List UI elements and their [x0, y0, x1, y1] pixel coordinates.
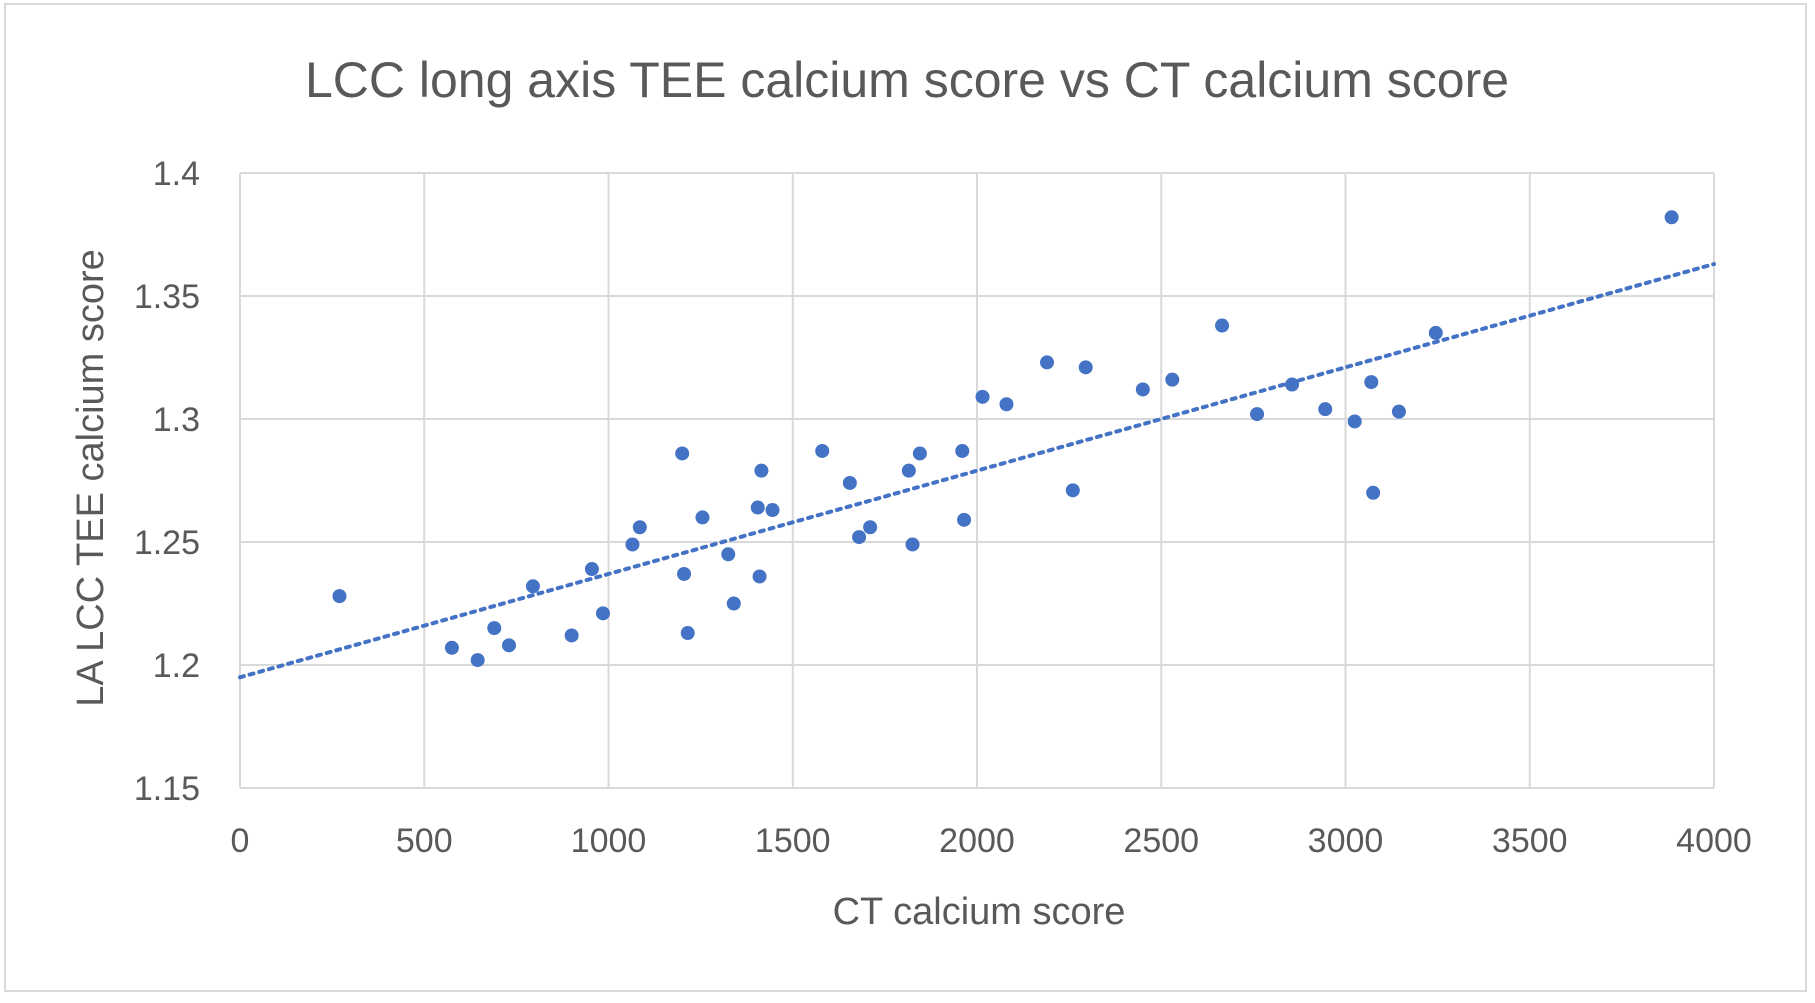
data-point: [444, 640, 459, 655]
x-axis-label: CT calcium score: [833, 891, 1126, 933]
data-point: [765, 503, 780, 518]
data-point: [726, 596, 741, 611]
data-point: [1078, 360, 1093, 375]
data-point: [901, 463, 916, 478]
trendline-group: [238, 262, 1716, 680]
data-point: [584, 562, 599, 577]
data-point: [1250, 407, 1265, 422]
data-point: [1165, 372, 1180, 387]
data-point: [754, 463, 769, 478]
y-axis-label: LA LCC TEE calcium score: [70, 249, 112, 707]
data-point: [1135, 382, 1150, 397]
data-point: [905, 537, 920, 552]
x-tick-label: 3000: [1308, 822, 1384, 860]
data-point: [955, 443, 970, 458]
data-point: [752, 569, 767, 584]
x-tick-label: 4000: [1676, 822, 1752, 860]
y-tick-label: 1.15: [134, 770, 200, 808]
data-point: [815, 443, 830, 458]
data-point: [1391, 404, 1406, 419]
data-point: [595, 606, 610, 621]
data-point: [1285, 377, 1300, 392]
data-point: [632, 520, 647, 535]
data-point: [842, 475, 857, 490]
data-point: [332, 589, 347, 604]
data-point: [721, 547, 736, 562]
data-point: [957, 512, 972, 527]
chart-title: LCC long axis TEE calcium score vs CT ca…: [305, 52, 1509, 108]
data-point: [750, 500, 765, 515]
data-point: [564, 628, 579, 643]
x-tick-label: 3500: [1492, 822, 1568, 860]
data-point: [487, 621, 502, 636]
x-tick-label: 1500: [755, 822, 831, 860]
data-point: [863, 520, 878, 535]
y-tick-label: 1.3: [153, 401, 200, 439]
y-tick-label: 1.4: [153, 155, 200, 193]
y-tick-label: 1.2: [153, 647, 200, 685]
data-point: [1065, 483, 1080, 498]
data-point: [1215, 318, 1230, 333]
data-point: [852, 530, 867, 545]
data-point: [1664, 210, 1679, 225]
data-point: [525, 579, 540, 594]
y-tick-label: 1.35: [134, 278, 200, 316]
data-point: [695, 510, 710, 525]
x-tick-label: 500: [396, 822, 453, 860]
axes: [239, 173, 1714, 789]
data-point: [677, 566, 692, 581]
data-point: [502, 638, 517, 653]
x-tick-label: 2000: [939, 822, 1015, 860]
y-tick-label: 1.25: [134, 524, 200, 562]
x-tick-label: 1000: [571, 822, 647, 860]
data-point: [1364, 375, 1379, 390]
data-point: [1318, 402, 1333, 417]
data-point: [470, 653, 485, 668]
data-point: [912, 446, 927, 461]
data-point: [1428, 325, 1443, 340]
trendline: [238, 262, 1716, 680]
data-point: [975, 389, 990, 404]
chart-frame: [4, 3, 1807, 992]
data-point: [999, 397, 1014, 412]
data-point: [625, 537, 640, 552]
data-point: [675, 446, 690, 461]
data-point: [680, 626, 695, 641]
x-tick-label: 2500: [1123, 822, 1199, 860]
data-points: [332, 210, 1679, 668]
x-tick-label: 0: [231, 822, 250, 860]
data-point: [1347, 414, 1362, 429]
gridlines: [240, 172, 1715, 788]
data-point: [1040, 355, 1055, 370]
data-point: [1366, 485, 1381, 500]
tick-labels: 0 500 1000 1500 2000 2500 3000 3500 4000 1.15 1.2 1…: [134, 155, 1752, 860]
